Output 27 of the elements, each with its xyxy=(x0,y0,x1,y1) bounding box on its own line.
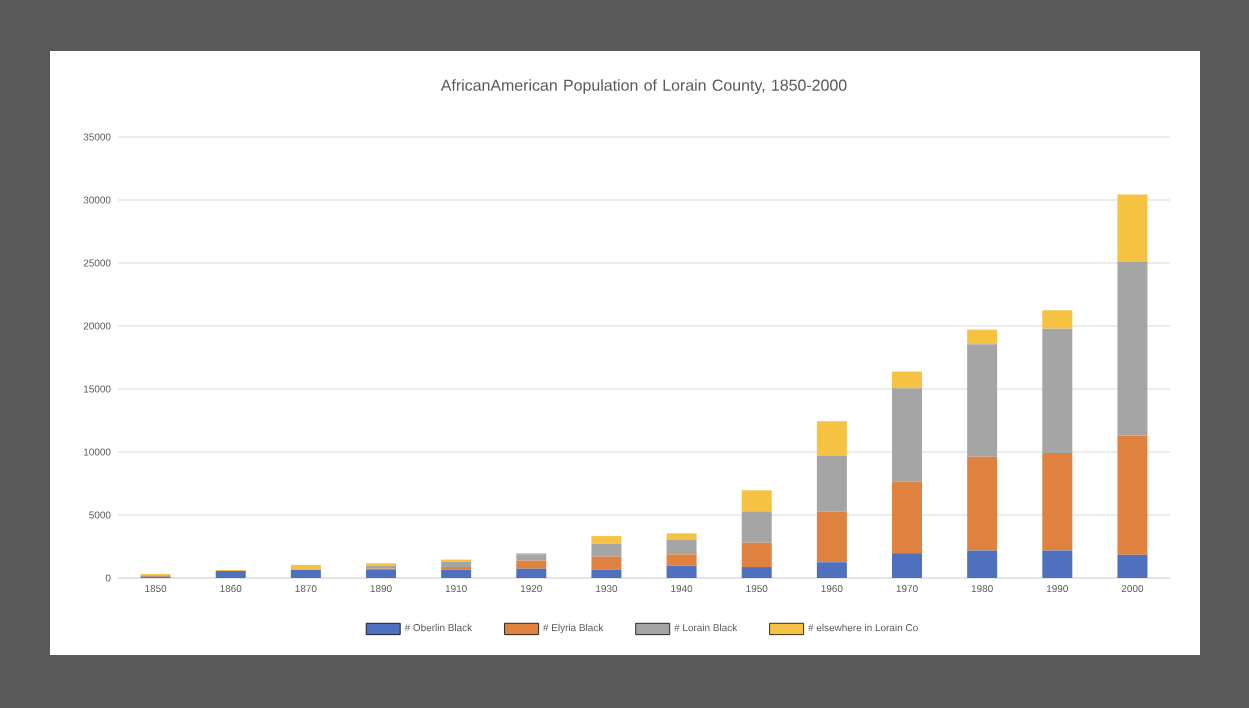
x-tick-label: 1890 xyxy=(370,585,392,593)
x-tick-label: 1870 xyxy=(295,585,317,593)
y-tick-label: 0 xyxy=(105,574,111,582)
x-tick-label: 1970 xyxy=(896,585,918,593)
legend-label: # Lorain Black xyxy=(674,623,738,632)
x-tick-label: 1850 xyxy=(145,585,167,593)
y-tick-label: 10000 xyxy=(84,448,111,456)
y-tick-label: 25000 xyxy=(83,259,111,267)
x-tick-label: 2000 xyxy=(1121,585,1144,593)
y-tick-label: 30000 xyxy=(83,196,111,204)
x-tick-label: 1950 xyxy=(746,585,768,593)
x-tick-label: 1990 xyxy=(1046,585,1068,593)
x-tick-label: 1980 xyxy=(971,585,993,593)
x-tick-label: 1860 xyxy=(220,585,242,593)
y-tick-label: 20000 xyxy=(83,322,111,330)
x-tick-label: 1940 xyxy=(671,585,693,593)
x-tick-label: 1910 xyxy=(445,585,467,593)
y-tick-label: 35000 xyxy=(83,133,111,141)
legend-label: # elsewhere in Lorain Co xyxy=(808,623,918,632)
y-tick-label: 15000 xyxy=(84,385,111,393)
y-tick-label: 5000 xyxy=(89,511,111,519)
x-tick-label: 1960 xyxy=(821,585,843,593)
legend-label: # Oberlin Black xyxy=(404,623,473,632)
legend-label: # Elyria Black xyxy=(542,623,604,634)
x-tick-label: 1930 xyxy=(596,585,618,593)
x-tick-label: 1920 xyxy=(520,585,542,593)
chart-title: AfricanAmerican Population of Lorain County, 1850-2000 xyxy=(440,79,847,95)
